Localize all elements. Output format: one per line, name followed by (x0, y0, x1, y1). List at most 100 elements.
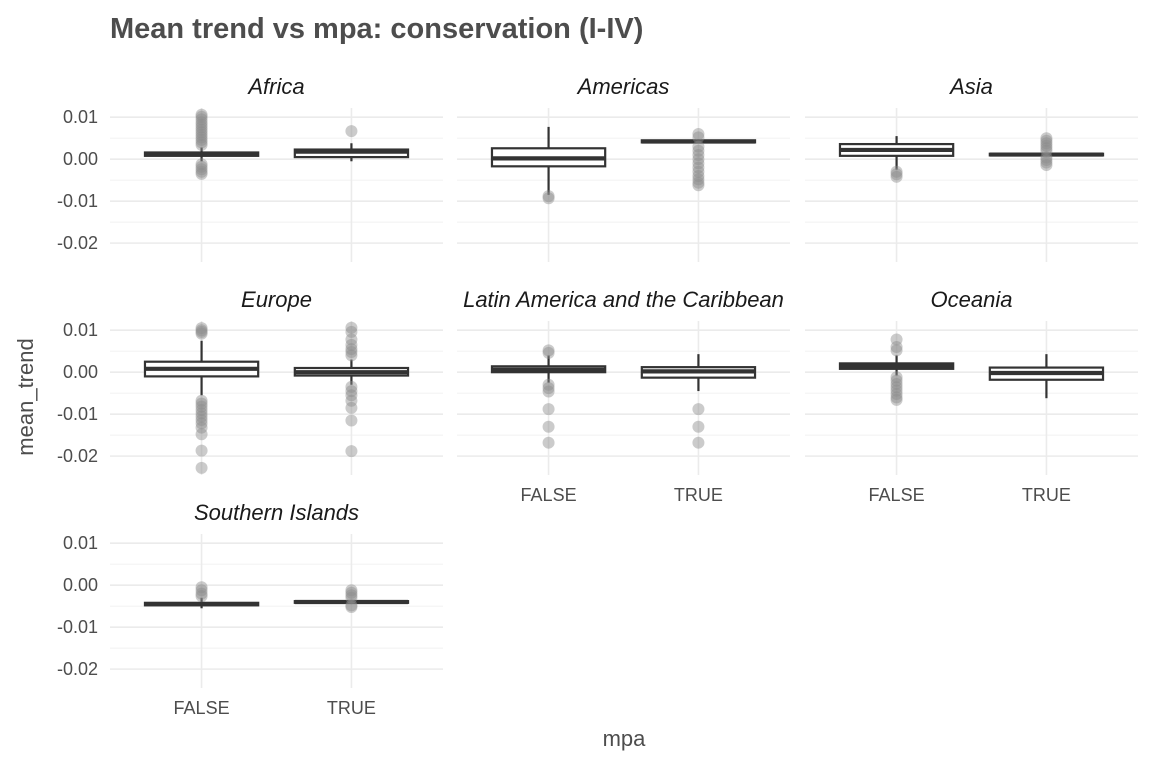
box-true (293, 584, 410, 614)
outlier-point (195, 133, 208, 146)
outlier-point (195, 327, 208, 340)
box-true (988, 354, 1105, 399)
outlier-point (1040, 142, 1053, 155)
outlier-point (692, 128, 705, 141)
outlier-point (542, 346, 555, 359)
outlier-point (195, 324, 208, 337)
outlier-point (195, 414, 208, 427)
box-false (143, 581, 260, 609)
facet-panel: Americas (457, 74, 790, 262)
outlier-point (1040, 151, 1053, 164)
outlier-point (195, 131, 208, 144)
outlier-point (195, 110, 208, 123)
outlier-point (692, 436, 705, 449)
y-tick-label: 0.01 (63, 320, 98, 340)
outlier-point (195, 421, 208, 434)
box-false (490, 126, 607, 205)
outlier-point (890, 165, 903, 178)
y-axis-title: mean_trend (13, 338, 38, 455)
facet-panel: Southern Islands 0.01 0.00 -0.01 -0.02 FALSE T… (57, 500, 443, 718)
facet-panel: Africa 0.01 0.00 -0.01 -0.02 (57, 74, 443, 262)
outlier-point (195, 167, 208, 180)
outlier-point (345, 338, 358, 351)
facet-panel: Europe 0.01 0.00 -0.01 -0.02 (57, 287, 443, 475)
x-tick-label: FALSE (869, 485, 925, 505)
outlier-point (345, 349, 358, 362)
outlier-point (692, 161, 705, 174)
outlier-point (195, 461, 208, 474)
y-tick-label: -0.01 (57, 404, 98, 424)
outlier-point (890, 381, 903, 394)
box-false (490, 344, 607, 449)
outlier-point (195, 108, 208, 121)
outlier-point (1040, 139, 1053, 152)
outlier-point (195, 158, 208, 171)
outlier-point (890, 371, 903, 384)
outlier-point (345, 325, 358, 338)
outlier-point (195, 136, 208, 149)
outlier-point (345, 385, 358, 398)
outlier-point (345, 601, 358, 614)
outlier-point (345, 380, 358, 393)
outlier-point (195, 116, 208, 129)
y-tick-label: 0.00 (63, 575, 98, 595)
outlier-point (542, 420, 555, 433)
outlier-point (692, 157, 705, 170)
outlier-point (345, 346, 358, 359)
outlier-point (542, 382, 555, 395)
x-axis-title: mpa (603, 726, 647, 751)
outlier-point (692, 153, 705, 166)
outlier-point (345, 445, 358, 458)
facet-strip-label: Southern Islands (194, 500, 359, 525)
facet-panel: Oceania FALSE TRUE (805, 287, 1138, 505)
outlier-point (1040, 132, 1053, 145)
outlier-point (345, 414, 358, 427)
outlier-point (890, 341, 903, 354)
outlier-point (692, 403, 705, 416)
outlier-point (345, 584, 358, 597)
outlier-point (1040, 137, 1053, 150)
outlier-point (195, 126, 208, 139)
outlier-point (1040, 156, 1053, 169)
outlier-point (195, 584, 208, 597)
outlier-point (692, 420, 705, 433)
outlier-point (345, 589, 358, 602)
outlier-point (890, 384, 903, 397)
outlier-point (692, 131, 705, 144)
box-true (640, 128, 757, 192)
outlier-point (890, 333, 903, 346)
outlier-point (692, 165, 705, 178)
box-false (838, 136, 955, 183)
outlier-point (345, 125, 358, 138)
outlier-point (345, 586, 358, 599)
outlier-point (890, 388, 903, 401)
outlier-point (345, 321, 358, 334)
outlier-point (1040, 144, 1053, 157)
outlier-point (195, 428, 208, 441)
outlier-point (692, 148, 705, 161)
outlier-point (542, 344, 555, 357)
outlier-point (1040, 134, 1053, 147)
box-true (640, 354, 757, 449)
outlier-point (542, 378, 555, 391)
x-tick-label: TRUE (674, 485, 723, 505)
y-tick-label: 0.00 (63, 362, 98, 382)
outlier-point (195, 394, 208, 407)
facet-strip-label: Europe (241, 287, 312, 312)
outlier-point (890, 377, 903, 390)
outlier-point (195, 322, 208, 335)
outlier-point (692, 169, 705, 182)
outlier-point (890, 168, 903, 181)
outlier-point (345, 591, 358, 604)
outlier-point (692, 176, 705, 189)
outlier-point (542, 192, 555, 205)
outlier-point (195, 163, 208, 176)
outlier-point (692, 173, 705, 186)
outlier-point (195, 590, 208, 603)
outlier-point (692, 144, 705, 157)
outlier-point (345, 394, 358, 407)
facet-panel: Latin America and the Caribbean FALSE TRUE (457, 287, 790, 505)
outlier-point (195, 165, 208, 178)
outlier-point (195, 410, 208, 423)
